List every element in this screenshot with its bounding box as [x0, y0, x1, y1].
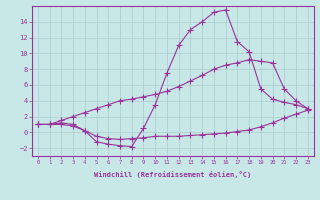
- X-axis label: Windchill (Refroidissement éolien,°C): Windchill (Refroidissement éolien,°C): [94, 171, 252, 178]
